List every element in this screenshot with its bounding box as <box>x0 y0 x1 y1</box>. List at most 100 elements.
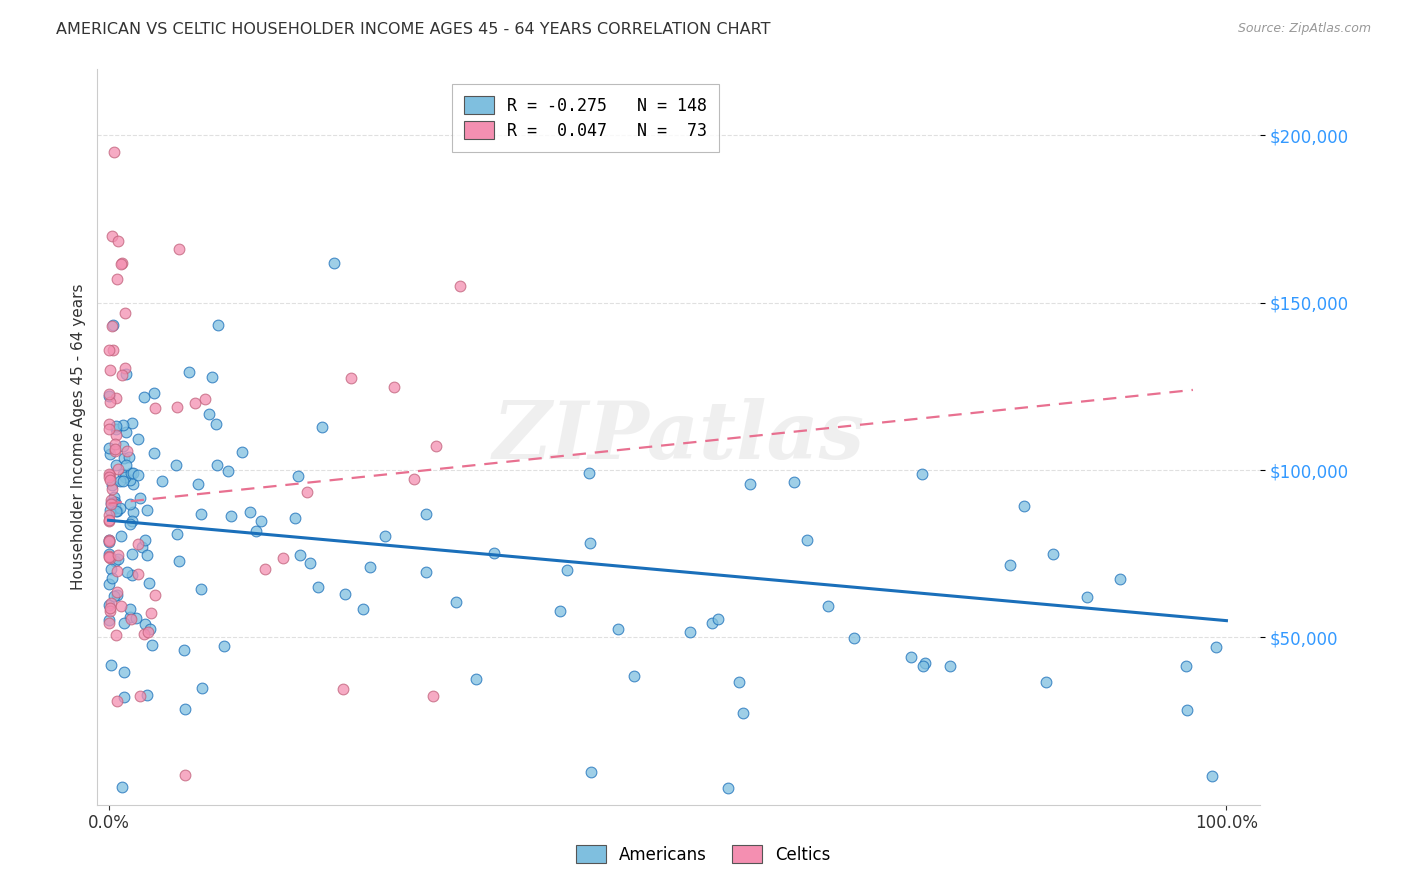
Point <box>201 370 224 384</box>
Point <box>103 589 125 603</box>
Point <box>97 577 120 591</box>
Point <box>98 514 121 528</box>
Point <box>127 567 149 582</box>
Point <box>101 478 124 492</box>
Point <box>100 473 122 487</box>
Point <box>107 548 129 562</box>
Point <box>98 468 121 483</box>
Point <box>1175 703 1198 717</box>
Point <box>105 391 128 405</box>
Point <box>103 145 125 160</box>
Point <box>578 466 600 480</box>
Point <box>100 482 122 496</box>
Point <box>114 470 136 484</box>
Point <box>100 596 122 610</box>
Point <box>184 396 207 410</box>
Point <box>121 476 143 491</box>
Point <box>142 445 165 459</box>
Point <box>114 458 136 472</box>
Point <box>142 385 165 400</box>
Point <box>98 447 121 461</box>
Point <box>191 681 214 695</box>
Point <box>464 672 486 686</box>
Point <box>579 535 602 549</box>
Point <box>104 496 127 510</box>
Point <box>415 507 437 521</box>
Point <box>98 613 121 627</box>
Point <box>100 493 122 508</box>
Point <box>105 584 128 599</box>
Point <box>728 675 751 690</box>
Point <box>134 533 156 547</box>
Point <box>103 343 125 358</box>
Point <box>425 439 447 453</box>
Point <box>112 615 135 630</box>
Point <box>98 600 121 615</box>
Point <box>111 368 134 382</box>
Point <box>108 501 131 516</box>
Point <box>132 626 155 640</box>
Point <box>700 615 723 630</box>
Point <box>207 318 229 332</box>
Point <box>104 422 127 436</box>
Point <box>115 425 138 439</box>
Point <box>250 514 273 528</box>
Point <box>138 576 160 591</box>
Point <box>120 517 142 532</box>
Point <box>110 257 132 271</box>
Point <box>166 400 188 414</box>
Point <box>190 582 212 597</box>
Point <box>174 768 197 782</box>
Point <box>359 559 381 574</box>
Legend: Americans, Celtics: Americans, Celtics <box>569 838 837 871</box>
Point <box>98 550 121 565</box>
Point <box>169 553 191 567</box>
Point <box>796 533 818 547</box>
Point <box>108 474 131 488</box>
Point <box>117 443 139 458</box>
Point <box>607 622 630 636</box>
Point <box>97 533 120 548</box>
Point <box>120 474 142 488</box>
Point <box>104 458 127 472</box>
Text: Source: ZipAtlas.com: Source: ZipAtlas.com <box>1237 22 1371 36</box>
Point <box>100 497 122 511</box>
Point <box>114 306 136 320</box>
Point <box>104 427 127 442</box>
Point <box>136 624 159 639</box>
Point <box>112 451 135 466</box>
Point <box>679 625 702 640</box>
Point <box>101 318 124 333</box>
Point <box>449 279 471 293</box>
Point <box>121 417 143 431</box>
Point <box>101 318 124 333</box>
Point <box>287 468 309 483</box>
Point <box>97 616 120 631</box>
Point <box>114 361 136 376</box>
Point <box>107 552 129 566</box>
Point <box>121 547 143 561</box>
Point <box>205 417 228 431</box>
Point <box>120 497 142 511</box>
Point <box>335 587 357 601</box>
Point <box>212 639 235 653</box>
Point <box>101 571 124 585</box>
Point <box>900 649 922 664</box>
Point <box>100 562 122 576</box>
Point <box>111 255 134 269</box>
Point <box>332 681 354 696</box>
Point <box>98 469 121 483</box>
Point <box>104 501 127 516</box>
Point <box>110 599 132 613</box>
Point <box>271 550 294 565</box>
Point <box>139 606 162 620</box>
Point <box>127 468 149 483</box>
Point <box>253 561 276 575</box>
Point <box>404 471 426 485</box>
Text: ZIPatlas: ZIPatlas <box>492 398 865 475</box>
Text: AMERICAN VS CELTIC HOUSEHOLDER INCOME AGES 45 - 64 YEARS CORRELATION CHART: AMERICAN VS CELTIC HOUSEHOLDER INCOME AG… <box>56 22 770 37</box>
Point <box>219 509 242 524</box>
Point <box>138 622 160 636</box>
Point <box>112 474 135 488</box>
Point <box>1201 769 1223 783</box>
